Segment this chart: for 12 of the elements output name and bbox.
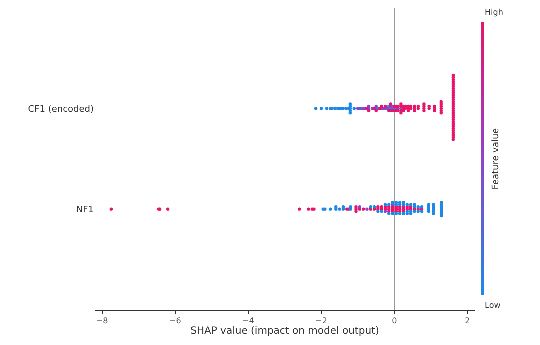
x-tick-label: 0 <box>392 316 398 326</box>
x-tick-label: 2 <box>465 316 470 326</box>
x-tick-label: −2 <box>316 316 328 326</box>
text: High <box>485 8 504 17</box>
x-tick-label: −4 <box>242 316 254 326</box>
y-tick-label: CF1 (encoded) <box>28 104 94 115</box>
y-tick-label: NF1 <box>76 205 94 216</box>
x-tick-label: −8 <box>96 316 108 326</box>
x-axis-title: SHAP value (impact on model output) <box>190 326 380 338</box>
x-tick-label: −6 <box>169 316 182 326</box>
text: Low <box>485 301 502 310</box>
color-bar-title: Feature value <box>492 128 502 190</box>
